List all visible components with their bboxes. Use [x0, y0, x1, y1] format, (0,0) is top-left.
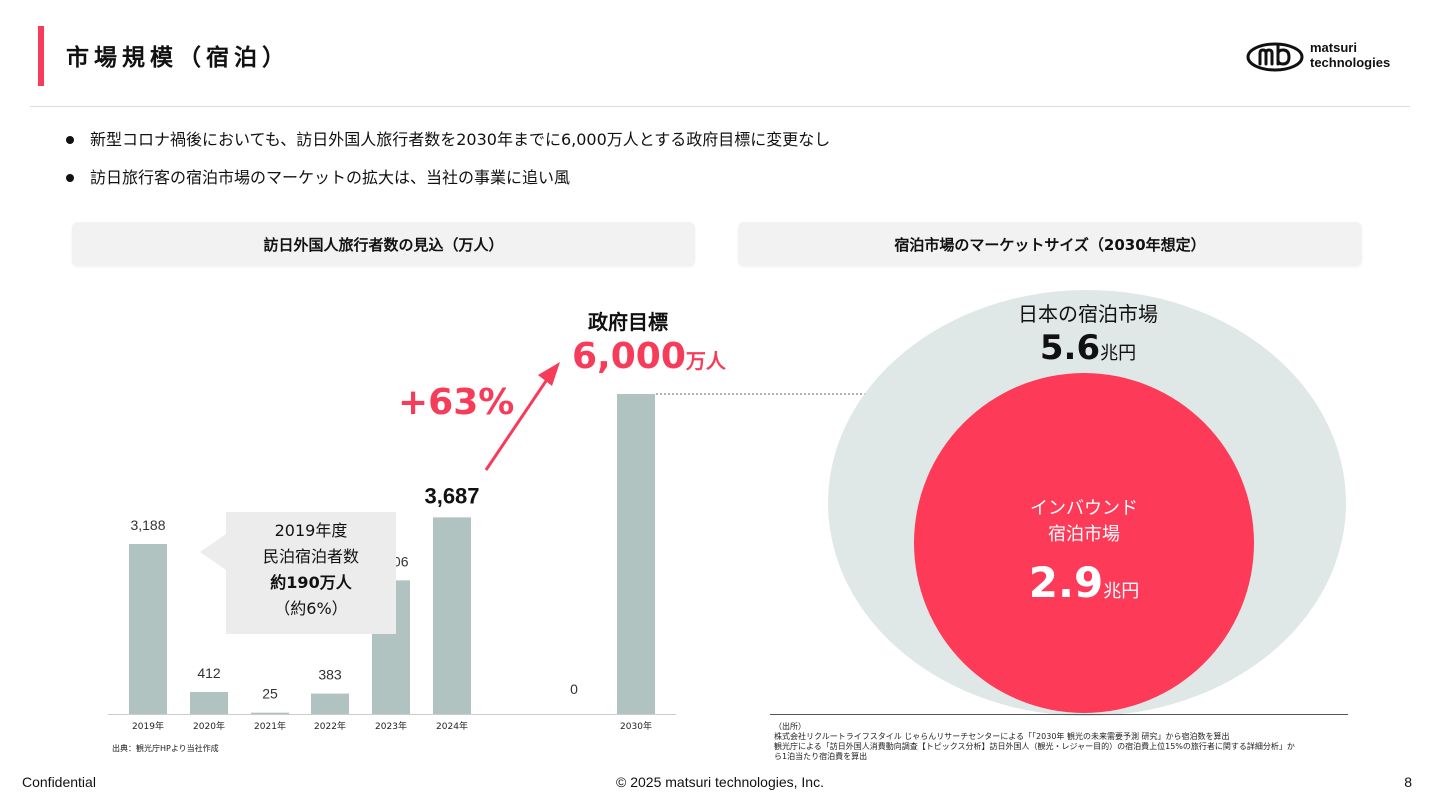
page-title: 市場規模（宿泊） [66, 45, 290, 71]
bullet-item: 訪日旅行客の宿泊市場のマーケットの拡大は、当社の事業に追い風 [64, 168, 830, 188]
callout-value: 約190万人 [270, 573, 352, 592]
visitor-bar-chart: 3,1882019年4122020年252021年3832022年2,50620… [108, 362, 1074, 732]
source-line: 観光庁による「訪日外国人消費動向調査【トピックス分析】訪日外国人（観光・レジャー… [774, 742, 1295, 751]
bar-value-label: 383 [318, 667, 342, 683]
bar [251, 712, 289, 714]
government-target-value: 6,000万人 [572, 336, 726, 377]
market-source-divider [770, 714, 1348, 715]
inbound-market-number: 2.9 [1028, 558, 1104, 607]
chart-source-note: 出典：観光庁HPより当社作成 [112, 744, 219, 753]
visitor-forecast-header: 訪日外国人旅行者数の見込（万人） [72, 222, 695, 266]
x-tick-label: 2021年 [254, 720, 286, 732]
bullet-item: 新型コロナ禍後においても、訪日外国人旅行者数を2030年までに6,000万人とす… [64, 130, 830, 150]
page-number: 8 [1404, 774, 1412, 790]
callout-year: 2019年度 [274, 521, 348, 540]
x-tick-label: 2030年 [620, 720, 652, 732]
x-tick-label: 2023年 [375, 720, 407, 732]
title-accent-bar [38, 26, 44, 86]
bullet-list: 新型コロナ禍後においても、訪日外国人旅行者数を2030年までに6,000万人とす… [64, 130, 830, 206]
japan-market-label: 日本の宿泊市場 [1018, 302, 1158, 326]
title-divider [30, 106, 1410, 107]
bar-value-label: 25 [262, 686, 278, 702]
government-target-label: 政府目標 [588, 310, 668, 334]
inbound-market-value: 2.9兆円 [954, 558, 1214, 607]
callout-label: 民泊宿泊者数 [262, 547, 359, 566]
x-tick-label: 2020年 [193, 720, 225, 732]
logo-line-1: matsuri [1310, 40, 1357, 55]
source-line: 株式会社リクルートライフスタイル じゃらんリサーチセンターによる「「2030年 … [774, 732, 1230, 741]
x-tick-label: 2019年 [132, 720, 164, 732]
copyright-text: © 2025 matsuri technologies, Inc. [616, 774, 824, 790]
bar-value-label: 412 [197, 665, 221, 681]
japan-market-number: 5.6 [1039, 328, 1101, 368]
callout-share: （約6%） [274, 599, 348, 618]
logo-line-2: technologies [1310, 55, 1391, 70]
logo-wordmark: matsuri technologies [1310, 40, 1390, 70]
source-line: ら1泊当たり宿泊費を算出 [774, 752, 868, 761]
bar-value-label: 3,188 [130, 517, 165, 533]
x-tick-label: 2022年 [314, 720, 346, 732]
confidential-label: Confidential [22, 774, 96, 790]
source-line: （出所） [774, 722, 806, 731]
bar [311, 693, 349, 714]
target-number: 6,000 [572, 336, 686, 377]
growth-arrow-shaft [484, 377, 550, 471]
japan-market-value: 5.6兆円 [960, 328, 1216, 368]
company-logo: matsuri technologies [1246, 40, 1402, 74]
minpaku-callout: 2019年度 民泊宿泊者数 約190万人 （約6%） [200, 512, 396, 634]
inbound-lodging-market-circle [914, 373, 1254, 713]
bar [433, 517, 471, 714]
bar-value-label: 3,687 [424, 483, 479, 508]
bar [129, 543, 167, 714]
x-tick-label: 2024年 [436, 720, 468, 732]
inbound-market-label: インバウンド 宿泊市場 [954, 496, 1214, 548]
matsuri-logo-icon [1246, 42, 1304, 72]
target-unit: 万人 [685, 349, 726, 373]
inbound-label-line-2: 宿泊市場 [1048, 524, 1120, 545]
market-source-note: （出所） 株式会社リクルートライフスタイル じゃらんリサーチセンターによる「「2… [774, 722, 1334, 762]
bar [190, 692, 228, 714]
bar-value-label: 0 [570, 681, 578, 697]
japan-market-unit: 兆円 [1100, 343, 1137, 364]
bar [617, 394, 655, 714]
growth-rate: +63% [398, 382, 515, 423]
market-size-header: 宿泊市場のマーケットサイズ（2030年想定） [738, 222, 1362, 266]
inbound-market-unit: 兆円 [1103, 581, 1140, 602]
growth-arrow-head-icon [538, 362, 560, 386]
inbound-label-line-1: インバウンド [1030, 498, 1138, 519]
